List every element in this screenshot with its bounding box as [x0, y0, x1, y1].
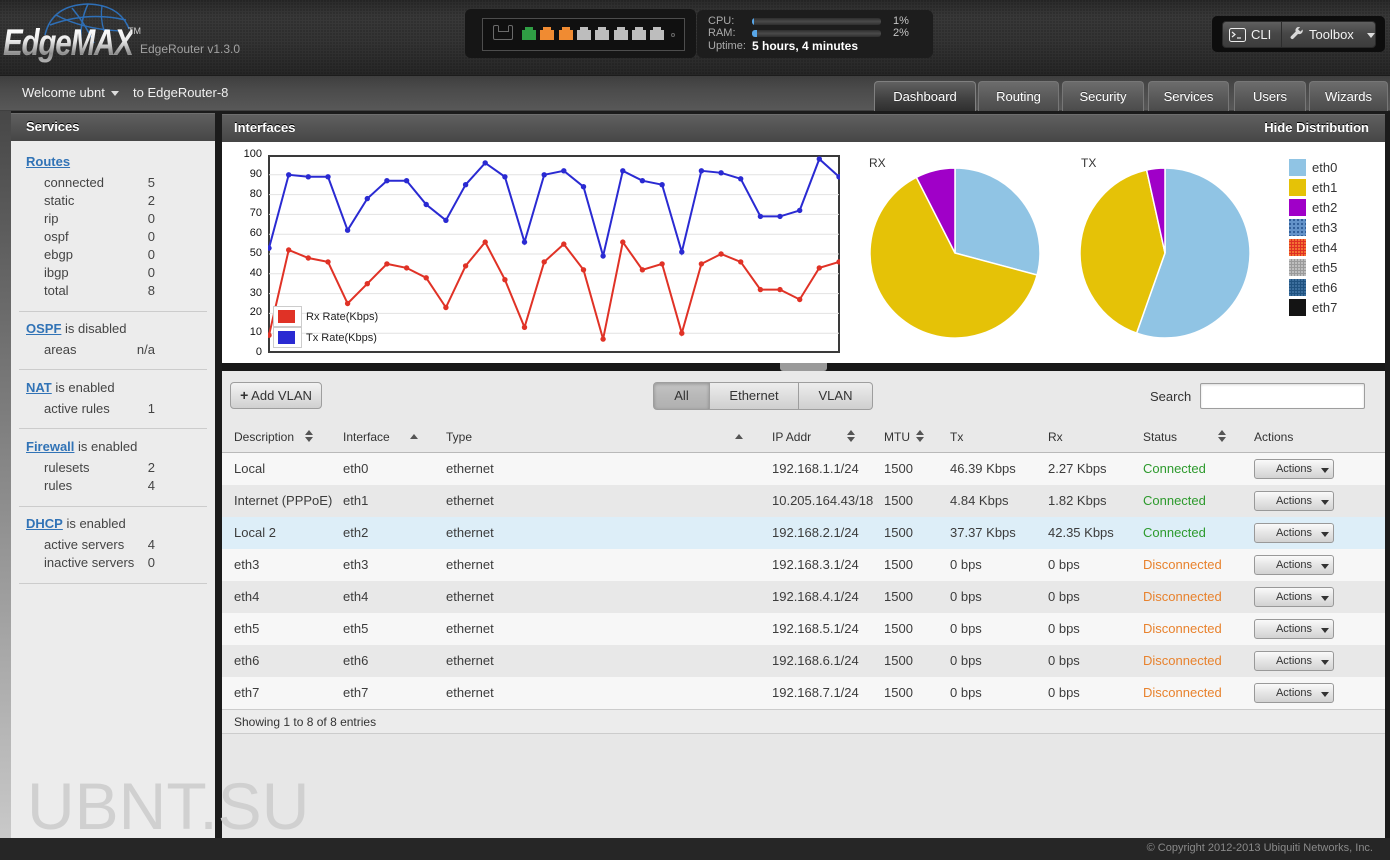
svg-text:Rx Rate(Kbps): Rx Rate(Kbps) — [306, 311, 378, 323]
svg-text:Tx Rate(Kbps): Tx Rate(Kbps) — [306, 332, 377, 344]
